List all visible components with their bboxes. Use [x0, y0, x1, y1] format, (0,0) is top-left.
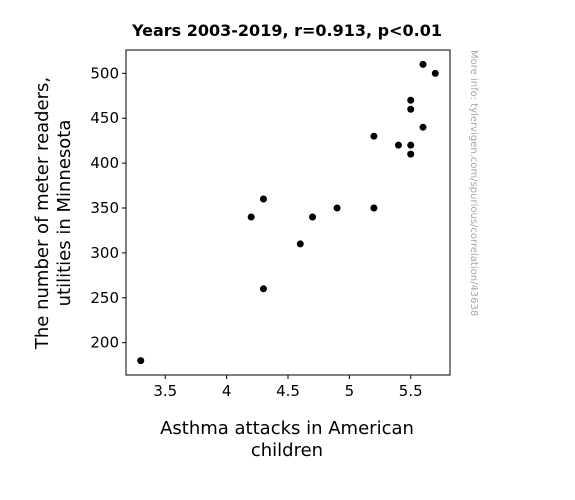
data-point	[407, 96, 415, 104]
y-tick-label: 200	[90, 334, 119, 352]
data-point	[296, 240, 304, 248]
data-point	[407, 141, 415, 149]
y-axis-label: The number of meter readers, utilities i…	[32, 77, 75, 350]
data-point	[419, 60, 427, 68]
data-points	[137, 60, 439, 365]
y-tick-label: 450	[90, 109, 119, 127]
data-point	[259, 195, 267, 203]
plot-area-frame	[125, 49, 451, 376]
y-axis-label-line-2: utilities in Minnesota	[54, 120, 75, 307]
data-point	[259, 285, 267, 293]
x-axis-label-line-1: Asthma attacks in American	[160, 418, 414, 439]
data-point	[407, 105, 415, 113]
data-point	[333, 204, 341, 212]
data-point	[137, 357, 145, 365]
chart-title: Years 2003-2019, r=0.913, p<0.01	[131, 21, 442, 40]
y-tick-label: 300	[90, 244, 119, 262]
x-tick-label: 4.5	[276, 382, 300, 400]
watermark: More info: tylervigen.com/spurious/corre…	[468, 50, 479, 316]
x-axis-label-line-2: children	[251, 440, 323, 461]
data-point	[407, 150, 415, 158]
y-tick-label: 350	[90, 199, 119, 217]
data-point	[370, 204, 378, 212]
data-point	[431, 69, 439, 77]
y-tick-label: 250	[90, 289, 119, 307]
data-point	[419, 123, 427, 131]
x-tick-label: 5.5	[399, 382, 423, 400]
data-point	[247, 213, 255, 221]
data-point	[370, 132, 378, 140]
data-point	[394, 141, 402, 149]
x-tick-label: 3.5	[153, 382, 177, 400]
x-tick-label: 4	[222, 382, 232, 400]
axis-ticks: 3.5 4 4.5 5 5.5 200 250 300 350 400 450 500	[90, 64, 422, 400]
y-tick-label: 500	[90, 64, 119, 82]
x-tick-label: 5	[345, 382, 355, 400]
y-tick-label: 400	[90, 154, 119, 172]
y-axis-label-line-1: The number of meter readers,	[32, 77, 53, 350]
data-point	[309, 213, 317, 221]
